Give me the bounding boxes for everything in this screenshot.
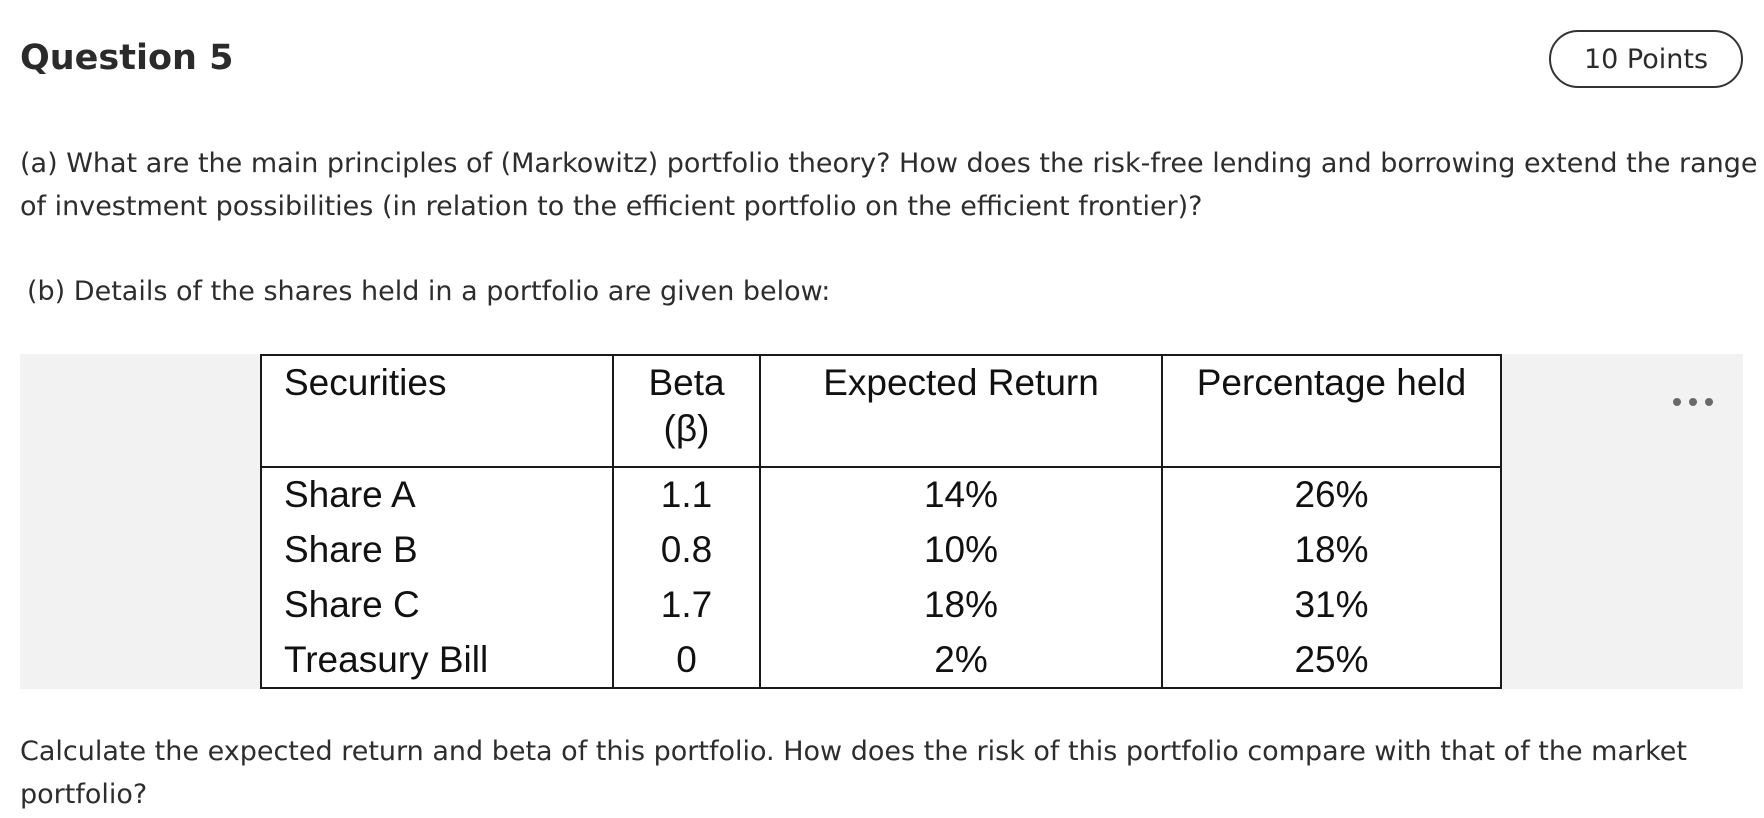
cell-beta: 1.1 [612, 467, 760, 523]
table-header-row: Securities Beta (β) Expected Return Perc… [262, 356, 1500, 468]
question-part-a: (a) What are the main principles of (Mar… [20, 142, 1758, 228]
header-securities: Securities [262, 356, 613, 468]
cell-expected-return: 2% [759, 632, 1162, 687]
header-beta-label: Beta [648, 362, 725, 403]
securities-table: Securities Beta (β) Expected Return Perc… [262, 356, 1500, 687]
question-title: Question 5 [20, 38, 234, 78]
more-dot [1673, 398, 1681, 406]
cell-expected-return: 10% [759, 522, 1162, 578]
cell-security: Share A [284, 474, 416, 516]
table-row: Share B 0.8 10% 18% [262, 522, 1500, 578]
more-horizontal-icon[interactable] [1673, 394, 1713, 410]
cell-percentage-held: 31% [1161, 577, 1500, 633]
table-row: Share A 1.1 14% 26% [262, 467, 1500, 523]
points-badge: 10 Points [1549, 30, 1743, 88]
question-part-c: Calculate the expected return and beta o… [20, 730, 1687, 816]
cell-percentage-held: 26% [1161, 467, 1500, 523]
header-expected-return: Expected Return [759, 356, 1162, 468]
cell-expected-return: 14% [759, 467, 1162, 523]
header-beta: Beta (β) [612, 356, 760, 468]
header-beta-symbol: (β) [663, 408, 710, 449]
cell-security: Share C [284, 583, 420, 625]
part-a-line-1: (a) What are the main principles of (Mar… [20, 148, 1758, 179]
part-a-line-2: of investment possibilities (in relation… [20, 191, 1203, 222]
securities-table-image: Securities Beta (β) Expected Return Perc… [260, 354, 1502, 689]
more-dot [1705, 398, 1713, 406]
cell-security: Share B [284, 529, 418, 571]
cell-beta: 0 [612, 632, 760, 687]
question-part-b: (b) Details of the shares held in a port… [27, 276, 831, 307]
header-percentage-held: Percentage held [1161, 356, 1500, 468]
cell-beta: 0.8 [612, 522, 760, 578]
part-c-line-2: portfolio? [20, 779, 148, 810]
cell-percentage-held: 18% [1161, 522, 1500, 578]
part-c-line-1: Calculate the expected return and beta o… [20, 736, 1687, 767]
cell-percentage-held: 25% [1161, 632, 1500, 687]
cell-security: Treasury Bill [284, 638, 489, 680]
cell-expected-return: 18% [759, 577, 1162, 633]
more-dot [1689, 398, 1697, 406]
table-row: Treasury Bill 0 2% 25% [262, 632, 1500, 687]
cell-beta: 1.7 [612, 577, 760, 633]
table-row: Share C 1.7 18% 31% [262, 577, 1500, 633]
